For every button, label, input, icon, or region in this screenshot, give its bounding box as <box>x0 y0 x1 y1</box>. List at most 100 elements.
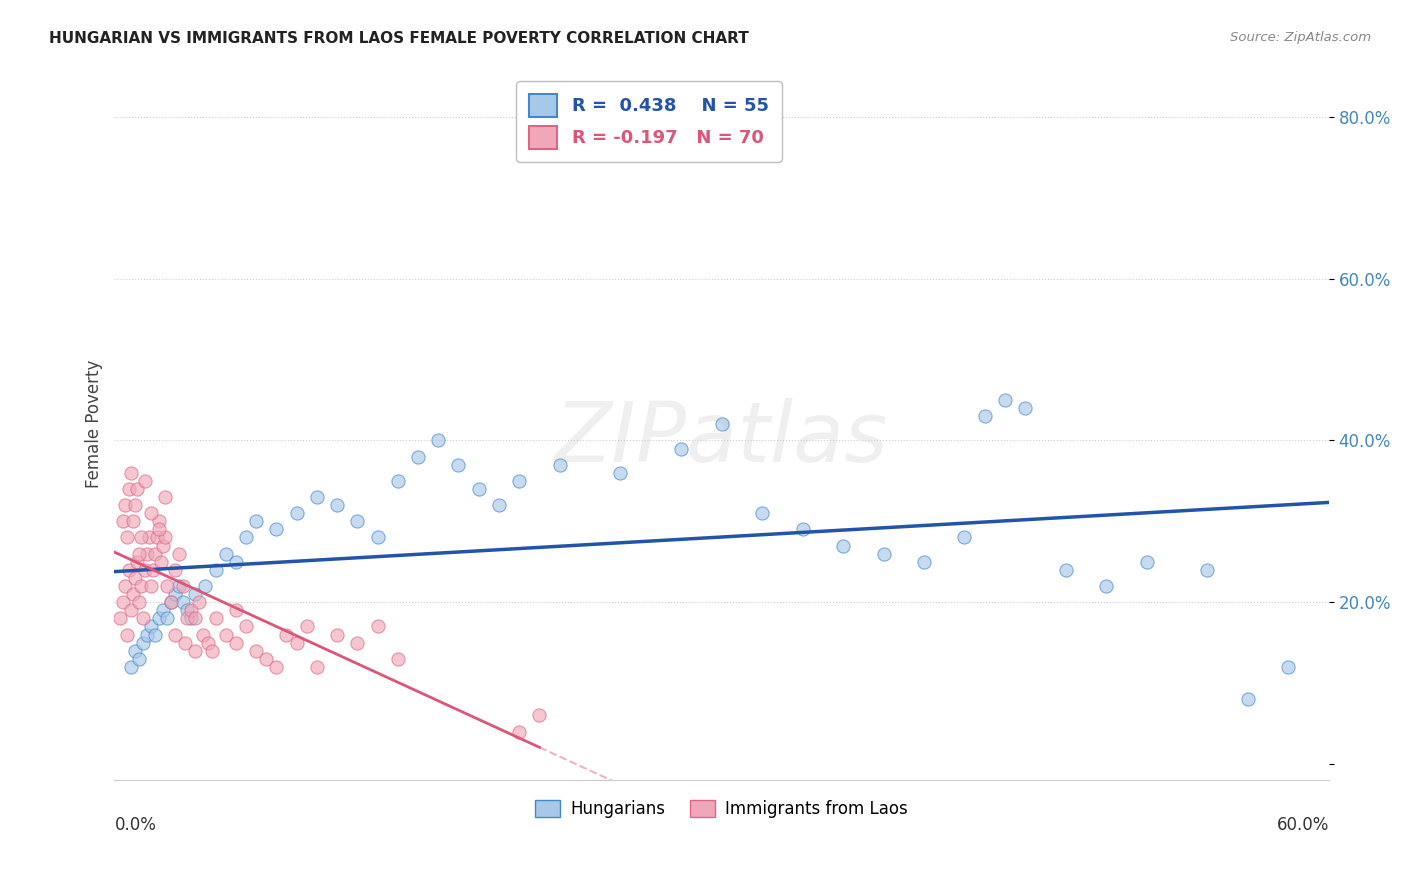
Point <box>134 474 156 488</box>
Point <box>184 611 207 625</box>
Point <box>266 660 288 674</box>
Point <box>447 458 470 472</box>
Point <box>115 627 138 641</box>
Point <box>128 595 150 609</box>
Point <box>406 450 429 464</box>
Point <box>143 627 166 641</box>
Point <box>111 595 134 609</box>
Point <box>176 611 198 625</box>
Point <box>153 531 176 545</box>
Point <box>176 603 198 617</box>
Point <box>387 474 409 488</box>
Point <box>1197 563 1219 577</box>
Point <box>139 506 162 520</box>
Point <box>488 498 510 512</box>
Point <box>326 627 349 641</box>
Point <box>152 603 174 617</box>
Point <box>125 555 148 569</box>
Point <box>124 498 146 512</box>
Point <box>124 643 146 657</box>
Point <box>132 635 155 649</box>
Point <box>346 514 368 528</box>
Point <box>305 490 328 504</box>
Point <box>132 611 155 625</box>
Point <box>467 482 489 496</box>
Point <box>669 442 692 456</box>
Point <box>245 514 267 528</box>
Point <box>225 635 247 649</box>
Point <box>710 417 733 432</box>
Text: Source: ZipAtlas.com: Source: ZipAtlas.com <box>1230 31 1371 45</box>
Point <box>367 531 389 545</box>
Point <box>1014 401 1036 416</box>
Point <box>114 579 136 593</box>
Point <box>285 506 308 520</box>
Point <box>156 579 179 593</box>
Point <box>160 595 183 609</box>
Point <box>1095 579 1118 593</box>
Point <box>120 603 142 617</box>
Point <box>172 579 194 593</box>
Point <box>1136 555 1159 569</box>
Point <box>609 466 631 480</box>
Point <box>153 490 176 504</box>
Point <box>326 498 349 512</box>
Point <box>139 579 162 593</box>
Point <box>994 392 1017 407</box>
Point <box>180 603 202 617</box>
Point <box>1236 692 1258 706</box>
Point <box>193 627 215 641</box>
Point <box>125 482 148 496</box>
Point <box>120 466 142 480</box>
Point <box>346 635 368 649</box>
Point <box>180 611 202 625</box>
Point <box>276 627 298 641</box>
Point <box>245 643 267 657</box>
Point <box>120 660 142 674</box>
Point <box>197 635 219 649</box>
Point <box>548 458 571 472</box>
Point <box>129 531 152 545</box>
Point <box>146 531 169 545</box>
Point <box>167 547 190 561</box>
Point <box>135 547 157 561</box>
Text: 60.0%: 60.0% <box>1277 815 1329 834</box>
Point <box>139 619 162 633</box>
Point <box>124 571 146 585</box>
Point <box>508 724 530 739</box>
Point <box>115 531 138 545</box>
Point <box>148 514 170 528</box>
Point <box>215 627 238 641</box>
Point <box>953 531 976 545</box>
Point <box>215 547 238 561</box>
Point <box>225 603 247 617</box>
Point <box>121 514 143 528</box>
Point <box>165 587 187 601</box>
Point <box>295 619 318 633</box>
Point <box>135 627 157 641</box>
Point <box>184 587 207 601</box>
Point <box>387 652 409 666</box>
Point <box>110 611 132 625</box>
Point <box>172 595 194 609</box>
Point <box>1277 660 1299 674</box>
Point <box>165 627 187 641</box>
Point <box>832 539 855 553</box>
Y-axis label: Female Poverty: Female Poverty <box>86 360 103 489</box>
Point <box>194 579 217 593</box>
Point <box>152 539 174 553</box>
Point <box>134 563 156 577</box>
Point <box>508 474 530 488</box>
Point <box>174 635 197 649</box>
Point <box>792 523 814 537</box>
Point <box>149 555 172 569</box>
Point <box>121 587 143 601</box>
Point <box>138 531 160 545</box>
Point <box>148 611 170 625</box>
Point <box>751 506 773 520</box>
Point <box>143 547 166 561</box>
Point <box>128 652 150 666</box>
Point <box>156 611 179 625</box>
Point <box>165 563 187 577</box>
Point <box>160 595 183 609</box>
